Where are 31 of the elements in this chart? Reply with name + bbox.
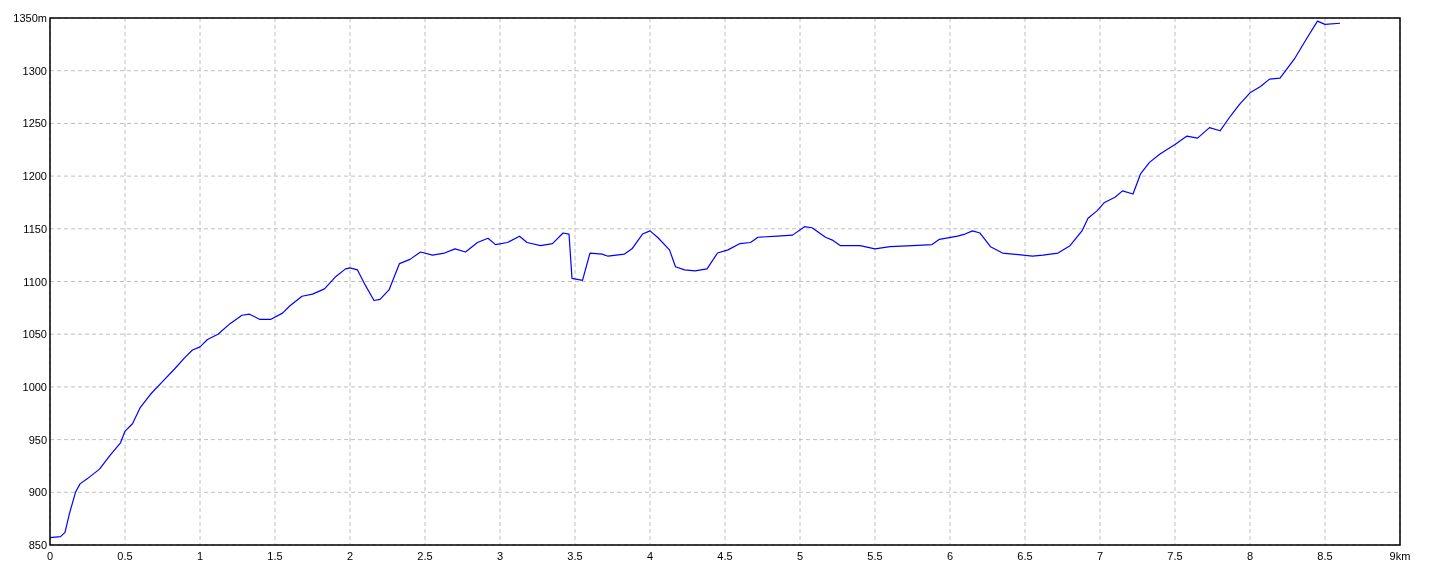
y-tick-label: 1350m [13, 12, 47, 24]
x-tick-label: 3.5 [567, 550, 583, 562]
line-series [49, 20, 1341, 539]
x-tick-label: 8 [1246, 550, 1254, 562]
y-tick-label: 850 [28, 539, 47, 551]
x-tick-label: 5 [796, 550, 804, 562]
x-tick-label: 8.5 [1317, 550, 1333, 562]
x-tick-label: 6.5 [1017, 550, 1033, 562]
x-tick-label: 9km [1389, 550, 1411, 562]
y-tick-label: 1150 [23, 222, 47, 235]
x-tick-label: 4.5 [717, 550, 733, 562]
y-tick-label: 1050 [22, 328, 47, 341]
x-tick-label: 7.5 [1167, 550, 1183, 562]
x-tick-label: 3 [496, 550, 504, 562]
x-tick-label: 4 [646, 550, 654, 562]
y-tick-label: 1200 [22, 170, 47, 183]
y-tick-label: 1250 [22, 117, 47, 130]
x-tick-label: 2 [346, 550, 354, 562]
x-tick-label: 1 [196, 550, 204, 562]
y-tick-label: 1000 [22, 380, 47, 393]
y-tick-label: 950 [28, 433, 47, 446]
x-tick-label: 1.5 [267, 550, 283, 562]
y-tick-label: 1100 [23, 275, 47, 288]
y-tick-label: 900 [28, 486, 47, 499]
x-tick-label: 0 [46, 550, 54, 562]
x-tick-label: 0.5 [117, 550, 133, 562]
x-tick-label: 2.5 [417, 550, 433, 562]
x-tick-label: 7 [1096, 550, 1104, 562]
x-tick-label: 6 [946, 550, 954, 562]
x-tick-label: 5.5 [867, 550, 883, 562]
y-tick-label: 1300 [22, 64, 47, 77]
